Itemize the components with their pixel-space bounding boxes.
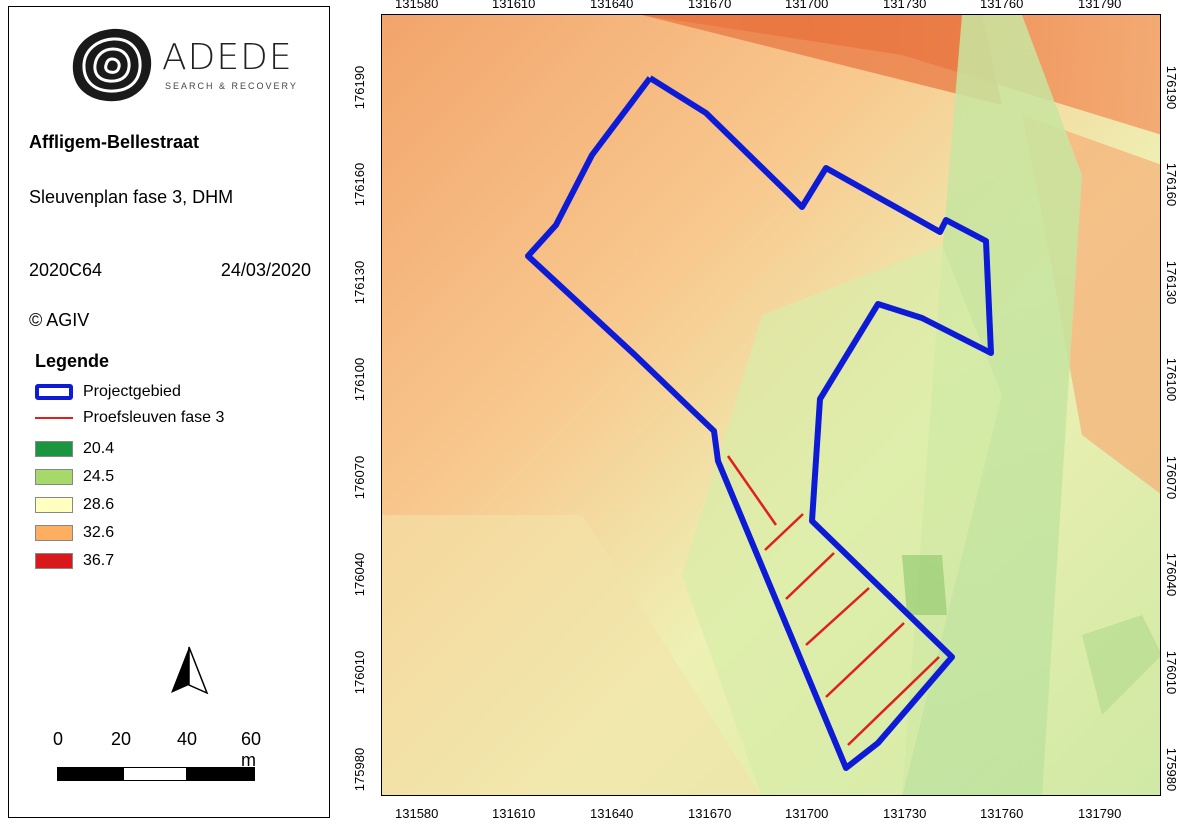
y-tick-label: 176040 — [1164, 552, 1180, 597]
y-tick-label: 176010 — [352, 650, 368, 695]
x-tick-label: 131580 — [395, 806, 439, 821]
x-tick-label: 131790 — [1078, 806, 1122, 821]
trench-line[interactable] — [764, 513, 804, 551]
y-tick-label: 176160 — [1164, 162, 1180, 207]
x-tick-label: 131760 — [980, 0, 1024, 11]
x-tick-label: 131730 — [883, 0, 927, 11]
y-tick-label: 176100 — [1164, 357, 1180, 402]
color-swatch — [35, 553, 73, 569]
x-tick-label: 131610 — [492, 806, 536, 821]
y-tick-label: 176130 — [352, 260, 368, 305]
map-subtitle: Sleuvenplan fase 3, DHM — [29, 187, 234, 207]
y-tick-label: 176190 — [352, 65, 368, 110]
y-tick-label: 176130 — [1164, 260, 1180, 305]
company-logo: ADEDE SEARCH & RECOVERY — [67, 23, 299, 107]
logo-name: ADEDE — [162, 37, 293, 78]
x-tick-label: 131580 — [395, 0, 439, 11]
x-tick-label: 131640 — [590, 806, 634, 821]
color-swatch — [35, 469, 73, 485]
legend-item-label: 24.5 — [83, 468, 115, 485]
y-tick-label: 176190 — [1164, 65, 1180, 110]
scale-bar: 0 20 40 60 m — [49, 729, 269, 789]
scale-label: 20 — [111, 729, 132, 749]
y-tick-label: 176070 — [1164, 455, 1180, 500]
x-tick-label: 131670 — [688, 0, 732, 11]
legend-item-label: Projectgebied — [83, 383, 181, 400]
elevation-zone — [682, 245, 1002, 795]
legend-item-label: 20.4 — [83, 440, 115, 457]
y-tick-label: 175980 — [1164, 747, 1180, 792]
high-elevation-area — [642, 15, 1002, 105]
x-tick-label: 131760 — [980, 806, 1024, 821]
scale-label: 60 m — [241, 729, 262, 770]
legend-item-label: 36.7 — [83, 552, 115, 569]
depression — [902, 555, 947, 615]
project-code: 2020C64 — [29, 260, 103, 280]
y-tick-label: 176070 — [352, 455, 368, 500]
x-tick-label: 131700 — [785, 0, 829, 11]
elevation-zone — [382, 515, 761, 795]
x-tick-label: 131730 — [883, 806, 927, 821]
trench-line[interactable] — [805, 587, 870, 646]
elevation-map[interactable] — [382, 15, 1161, 796]
project-date: 24/03/2020 — [220, 260, 311, 280]
logo-tagline: SEARCH & RECOVERY — [165, 81, 298, 91]
trench-line[interactable] — [825, 622, 905, 698]
north-arrow-icon — [171, 646, 209, 695]
y-tick-label: 176010 — [1164, 650, 1180, 695]
scale-segment — [57, 767, 123, 781]
y-tick-label: 176160 — [352, 162, 368, 207]
scale-label: 40 — [177, 729, 198, 749]
legend-item-label: Proefsleuven fase 3 — [83, 409, 225, 426]
color-swatch — [35, 441, 73, 457]
map-info-panel: ADEDE SEARCH & RECOVERY Affligem-Bellest… — [8, 6, 330, 818]
x-tick-label: 131610 — [492, 0, 536, 11]
color-swatch — [35, 525, 73, 541]
x-tick-label: 131790 — [1078, 0, 1122, 11]
scale-segment — [187, 767, 255, 781]
depression — [1082, 615, 1160, 715]
y-tick-label: 175980 — [352, 747, 368, 792]
x-tick-label: 131700 — [785, 806, 829, 821]
site-name: Affligem-Bellestraat — [29, 132, 200, 152]
color-swatch — [35, 497, 73, 513]
scale-label: 0 — [53, 729, 64, 749]
y-tick-label: 176040 — [352, 552, 368, 597]
topographic-logo-icon — [72, 28, 152, 102]
x-tick-label: 131640 — [590, 0, 634, 11]
legend-item-label: 28.6 — [83, 496, 115, 513]
trench-line[interactable] — [785, 552, 835, 600]
projectgebied-polygon[interactable] — [525, 75, 994, 771]
legend-title: Legende — [35, 351, 110, 371]
y-tick-label: 176100 — [352, 357, 368, 402]
trench-line[interactable] — [847, 656, 940, 746]
legend-item-label: 32.6 — [83, 524, 115, 541]
trench-line[interactable] — [726, 455, 778, 526]
polygon-outline-swatch — [35, 384, 73, 400]
scale-segment — [123, 767, 187, 781]
copyright-notice: © AGIV — [29, 310, 90, 330]
x-tick-label: 131670 — [688, 806, 732, 821]
map-frame[interactable] — [381, 14, 1161, 796]
line-swatch — [35, 417, 73, 419]
